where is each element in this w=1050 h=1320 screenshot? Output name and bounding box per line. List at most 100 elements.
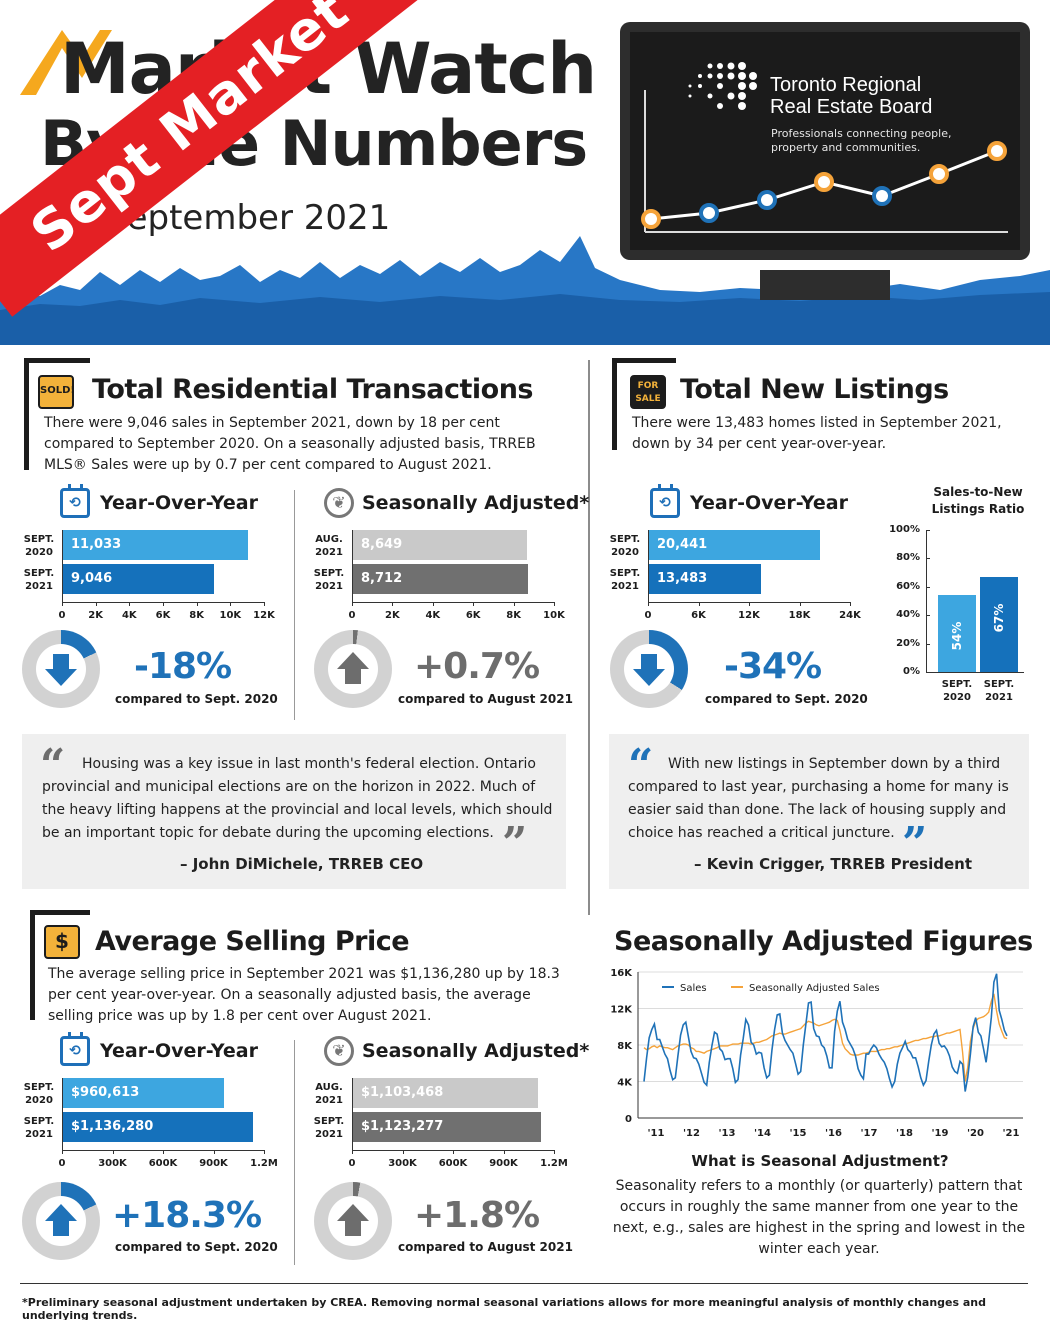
price-sa-compare: compared to August 2021	[398, 1240, 573, 1254]
price-sa-axis-y	[352, 1078, 353, 1150]
calendar-icon: ⟲	[650, 484, 680, 518]
transactions-sa-tick-mark	[352, 602, 353, 606]
ratio-bar-label-line: 2020	[943, 692, 971, 703]
transactions-yoy-tick-label: 12K	[253, 610, 275, 621]
ratio-tick-label: 80%	[896, 552, 920, 564]
sa-x-tick-label: '21	[1003, 1128, 1020, 1139]
listings-yoy-bar: 20,441	[648, 530, 821, 560]
listings-yoy-tick-mark	[850, 602, 851, 606]
transactions-yoy-tick-mark	[196, 602, 198, 606]
price-sa-bar-label-line: 2021	[315, 1095, 343, 1106]
price-yoy-tick-mark	[163, 1150, 164, 1154]
transactions-yoy-change: -18%	[134, 646, 232, 687]
transactions-sa-bar-label-line: 2021	[315, 547, 343, 558]
price-yoy-tick-label: 300K	[98, 1158, 127, 1169]
president-quote-text: With new listings in September down by a…	[628, 756, 1009, 841]
price-yoy-tick-mark	[264, 1150, 265, 1154]
price-yoy-bar-label: SEPT. 2021	[20, 1115, 58, 1141]
transactions-yoy-compare: compared to Sept. 2020	[115, 692, 278, 706]
transactions-sa-ring	[314, 630, 392, 708]
arrow-up-icon	[45, 1204, 77, 1236]
listings-title: Total New Listings	[680, 374, 949, 405]
ceo-quote-author: – John DiMichele, TRREB CEO	[180, 855, 424, 873]
price-sa-heading: Seasonally Adjusted*	[362, 1040, 590, 1062]
sa-x-tick-label: '16	[825, 1128, 842, 1139]
transactions-yoy-tick-mark	[62, 602, 63, 606]
transactions-sa-bar-label-line: AUG.	[315, 534, 343, 545]
price-yoy-tick-label: 900K	[199, 1158, 228, 1169]
sa-y-tick-label: 0	[625, 1114, 632, 1125]
sa-x-tick-label: '18	[896, 1128, 913, 1139]
ratio-title: Sales-to-New Listings Ratio	[908, 484, 1048, 518]
price-sa-chart: AUG. 2021 $1,103,468 SEPT. 2021 $1,123,277 0 30…	[310, 1078, 580, 1178]
transactions-yoy-tick-label: 10K	[219, 610, 242, 621]
sa-y-tick-label: 4K	[617, 1078, 633, 1089]
price-yoy-heading: Year-Over-Year	[100, 1040, 258, 1062]
open-quote-icon: “	[40, 740, 66, 791]
ratio-tick-mark	[926, 586, 930, 588]
price-yoy-tick-mark	[213, 1150, 215, 1154]
seasonal-title: Seasonally Adjusted Figures	[614, 926, 1033, 957]
transactions-text: There were 9,046 sales in September 2021…	[44, 415, 536, 473]
listings-yoy-axis-y	[648, 530, 649, 602]
listings-yoy-tick-label: 6K	[691, 610, 706, 621]
price-sa-bar: $1,123,277	[352, 1112, 542, 1142]
transactions-yoy-bar: 11,033	[62, 530, 248, 560]
president-quote-author: – Kevin Crigger, TRREB President	[694, 855, 973, 873]
price-yoy-bar-label-line: 2021	[25, 1129, 53, 1140]
close-quote-icon: ”	[502, 818, 528, 869]
arrow-up-icon	[337, 1204, 369, 1236]
transactions-sa-change: +0.7%	[414, 646, 540, 687]
transactions-yoy-bar-label: SEPT. 2020	[20, 533, 58, 559]
listings-yoy-tick-mark	[648, 602, 649, 606]
price-sa-tick-label: 0	[348, 1158, 356, 1169]
listings-yoy-bar-label-line: 2020	[611, 547, 639, 558]
dollar-sign-icon: $	[44, 925, 80, 959]
listings-yoy-tick-mark	[698, 602, 700, 606]
signpost-pole	[612, 358, 617, 450]
transactions-yoy-tick-label: 4K	[121, 610, 137, 621]
sa-series-line-sales	[643, 973, 1008, 1092]
ratio-tick-label: 100%	[889, 524, 920, 535]
ratio-tick-mark	[926, 558, 930, 560]
price-yoy-bar: $1,136,280	[62, 1112, 254, 1142]
price-yoy-tick-label: 1.2M	[250, 1158, 278, 1169]
sa-x-tick-label: '12	[683, 1128, 700, 1139]
board-name-line-2: Real Estate Board	[770, 96, 933, 118]
listings-yoy-tick-mark	[799, 602, 801, 606]
signpost-bar	[24, 358, 90, 363]
listings-yoy-change: -34%	[724, 646, 822, 687]
board-tagline-line-2: property and communities.	[771, 141, 921, 154]
price-sa-tick-mark	[503, 1150, 505, 1154]
transactions-sa-bar: 8,712	[352, 564, 528, 594]
listings-yoy-bar-label: SEPT. 2020	[606, 533, 644, 559]
footnote: *Preliminary seasonal adjustment underta…	[22, 1296, 987, 1320]
ratio-bar-value: 67%	[992, 603, 1006, 633]
sub-divider	[294, 1040, 295, 1265]
listings-yoy-tick-label: 24K	[839, 610, 861, 621]
transactions-sa-tick-mark	[392, 602, 394, 606]
transactions-sa-bar-label-line: SEPT.	[313, 568, 345, 579]
transactions-sa-tick-mark	[513, 602, 515, 606]
transactions-yoy-tick-label: 2K	[88, 610, 104, 621]
transactions-sa-bar-label: AUG. 2021	[310, 533, 348, 559]
sold-sign-icon: SOLD!	[38, 375, 75, 409]
arrow-up-icon	[337, 652, 369, 684]
sa-x-tick-label: '20	[967, 1128, 984, 1139]
signpost-bar	[30, 910, 90, 915]
listings-yoy-bar-label-line: SEPT.	[609, 534, 641, 545]
listings-text: There were 13,483 homes listed in Septem…	[632, 415, 1002, 452]
transactions-sa-axis-x	[352, 602, 554, 603]
transactions-sa-tick-label: 2K	[385, 610, 400, 621]
ratio-axis-x	[926, 672, 1024, 673]
sa-x-tick-label: '19	[932, 1128, 949, 1139]
transactions-sa-axis-y	[352, 530, 353, 602]
transactions-sa-compare: compared to August 2021	[398, 692, 573, 706]
price-sa-bar-label-line: 2021	[315, 1129, 343, 1140]
price-yoy-bar-label-line: SEPT.	[23, 1116, 55, 1127]
price-sa-bar-label: AUG. 2021	[310, 1081, 348, 1107]
price-yoy-ring	[22, 1182, 100, 1260]
seasonal-line-chart: 0 4K 8K 12K 16K '11 '12 '13 '14 '15 '16 '17 '18 '19 '2…	[610, 968, 1023, 1139]
skyline-wave-dark	[0, 292, 1050, 345]
listings-yoy-tick-mark	[749, 602, 750, 606]
